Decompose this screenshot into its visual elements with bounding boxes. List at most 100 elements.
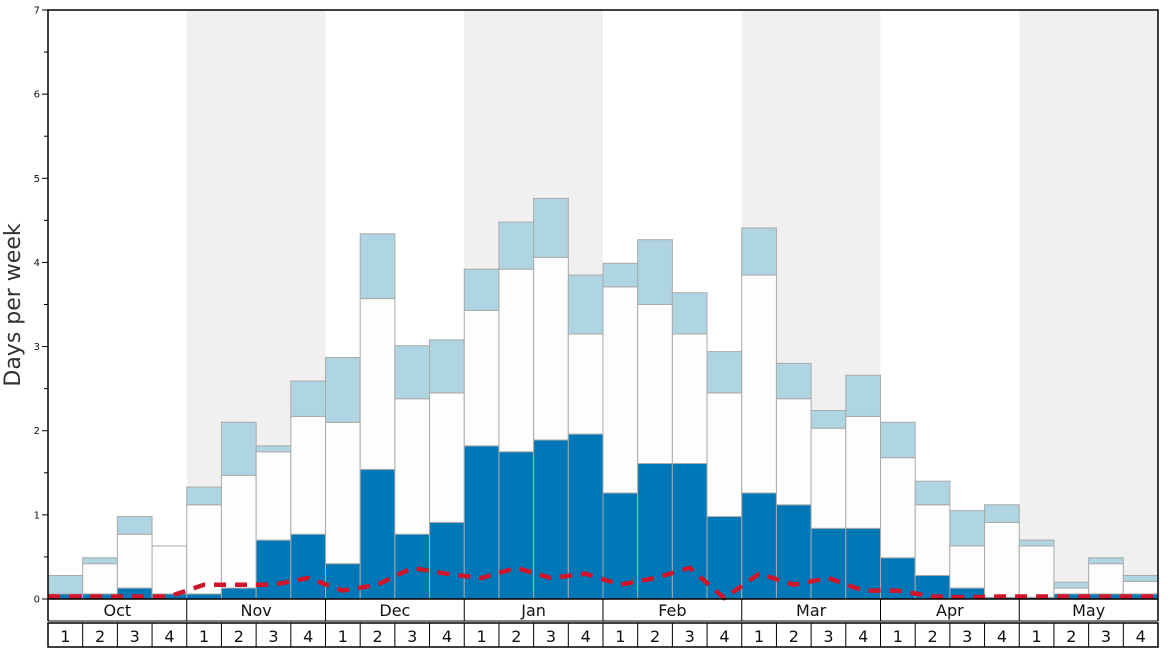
bar-segment-white xyxy=(567,333,604,435)
x-axis: Oct Nov Dec Jan Feb Mar Apr May 1 2 3 4 1 2 3 4 1 2 3 4 1 2 3 4… xyxy=(47,599,1159,648)
bar-segment-white xyxy=(775,398,812,506)
bar-segment-white xyxy=(533,256,569,441)
bar-segment-dark xyxy=(498,451,535,600)
bar-segment-light xyxy=(533,197,569,258)
dashed-line-layer xyxy=(48,565,1158,601)
bar-segment-light xyxy=(914,480,951,506)
bar-segment-dark xyxy=(255,539,292,600)
week-label: 3 xyxy=(685,627,695,646)
bar-segment-dark xyxy=(567,433,604,600)
week-label: 2 xyxy=(789,627,799,646)
bar-segment-dark xyxy=(359,468,396,600)
bar-segment-white xyxy=(151,545,188,595)
bar-segment-white xyxy=(1053,587,1090,595)
bar-segment-light xyxy=(880,421,916,459)
bar-segment-white xyxy=(984,521,1020,598)
bar-segment-white xyxy=(845,415,881,529)
week-label: 4 xyxy=(581,627,591,646)
week-label: 1 xyxy=(199,627,209,646)
week-label: 2 xyxy=(511,627,521,646)
week-label: 4 xyxy=(858,627,868,646)
bar-segment-dark xyxy=(186,593,222,600)
bar-segment-light xyxy=(186,486,222,506)
bar-segment-light xyxy=(463,268,500,311)
month-label-feb: Feb xyxy=(658,601,686,620)
month-label-mar: Mar xyxy=(796,601,827,620)
y-tick-label: 7 xyxy=(34,6,40,17)
week-label: 1 xyxy=(1032,627,1042,646)
y-axis-label: Days per week xyxy=(1,223,26,386)
week-label: 2 xyxy=(1066,627,1076,646)
week-label: 1 xyxy=(477,627,487,646)
bar-segment-white xyxy=(290,415,326,535)
bar-segment-light xyxy=(290,380,326,417)
week-label: 2 xyxy=(95,627,105,646)
bar-segment-light xyxy=(394,345,431,400)
month-label-apr: Apr xyxy=(936,601,964,620)
bar-segment-light xyxy=(220,421,257,476)
series-line-dashed xyxy=(48,565,1158,601)
week-label: 2 xyxy=(234,627,244,646)
bar-segment-light xyxy=(845,374,881,417)
bar-segment-light xyxy=(602,262,639,288)
y-tick-label: 0 xyxy=(34,595,40,606)
week-label: 4 xyxy=(164,627,174,646)
bar-segment-light xyxy=(984,504,1020,523)
bar-segment-white xyxy=(1088,563,1124,595)
bar-segment-white xyxy=(220,474,257,589)
week-label: 1 xyxy=(338,627,348,646)
month-label-jan: Jan xyxy=(520,601,546,620)
bar-segment-light xyxy=(116,516,153,535)
bar-segment-light xyxy=(949,510,986,547)
month-label-may: May xyxy=(1072,601,1105,620)
bar-segment-light xyxy=(1053,581,1090,589)
week-label: 2 xyxy=(650,627,660,646)
bar-segment-dark xyxy=(220,587,257,600)
week-label: 3 xyxy=(823,627,833,646)
bar-segment-white xyxy=(637,304,673,465)
week-label: 2 xyxy=(927,627,937,646)
bar-segment-dark xyxy=(325,563,361,600)
month-label-oct: Oct xyxy=(104,601,132,620)
bar-segment-white xyxy=(949,545,986,589)
bar-segment-light xyxy=(47,574,84,595)
bar-segment-white xyxy=(82,563,118,595)
week-label: 4 xyxy=(442,627,452,646)
week-label: 3 xyxy=(1101,627,1111,646)
bar-segment-white xyxy=(186,504,222,595)
bar-segment-white xyxy=(1018,545,1055,598)
bar-segment-light xyxy=(637,239,673,306)
bar-segment-dark xyxy=(706,516,743,600)
month-label-dec: Dec xyxy=(379,601,410,620)
week-label: 4 xyxy=(997,627,1007,646)
y-tick-label: 1 xyxy=(34,510,40,521)
bar-segment-light xyxy=(325,357,361,423)
bar-segment-white xyxy=(394,398,431,535)
bar-segment-white xyxy=(1122,580,1159,595)
bar-segment-white xyxy=(671,333,708,465)
bar-segment-light xyxy=(359,233,396,300)
month-band-may xyxy=(1019,10,1158,599)
bar-segment-light xyxy=(775,362,812,400)
bar-segment-dark xyxy=(290,533,326,600)
bar-segment-white xyxy=(463,309,500,447)
week-label: 2 xyxy=(372,627,382,646)
bar-segment-white xyxy=(429,392,465,523)
bar-segment-white xyxy=(741,274,777,494)
bar-segment-white xyxy=(706,392,743,518)
bar-segment-light xyxy=(567,274,604,335)
week-label: 3 xyxy=(268,627,278,646)
bar-segment-light xyxy=(706,351,743,394)
y-tick-label: 2 xyxy=(34,426,40,437)
bar-segment-dark xyxy=(741,492,777,600)
bar-segment-light xyxy=(429,339,465,394)
y-axis: 0 1 2 3 4 5 6 7 xyxy=(34,6,48,606)
bar-segment-light xyxy=(671,292,708,335)
bar-segment-white xyxy=(602,286,639,494)
bar-segment-dark xyxy=(810,527,847,600)
week-label: 1 xyxy=(893,627,903,646)
week-label: 3 xyxy=(130,627,140,646)
week-label: 1 xyxy=(60,627,70,646)
bar-segment-light xyxy=(498,221,535,270)
